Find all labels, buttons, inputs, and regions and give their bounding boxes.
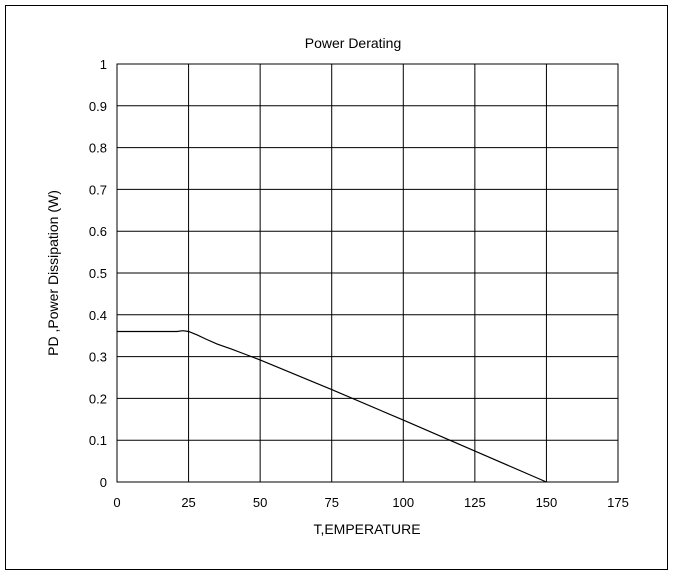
chart-frame [5,5,668,570]
y-axis-label: PD ,Power Dissipation (W) [45,190,61,356]
x-tick-label: 125 [464,495,486,510]
series-line [117,330,547,483]
x-tick-label: 0 [113,495,120,510]
y-tick-label: 1 [100,57,107,72]
chart-title: Power Derating [305,35,402,51]
x-tick-label: 175 [607,495,629,510]
y-tick-label: 0 [100,475,107,490]
x-tick-label: 25 [181,495,195,510]
y-tick-label: 0.9 [89,99,107,114]
y-tick-label: 0.5 [89,266,107,281]
x-tick-label: 150 [536,495,558,510]
x-axis-ticks: 0 25 50 75 100 125 150 175 [113,495,628,510]
y-tick-label: 0.3 [89,350,107,365]
x-tick-label: 100 [392,495,414,510]
series-layer [117,330,547,483]
y-tick-label: 0.2 [89,391,107,406]
grid [116,63,619,483]
y-tick-label: 0.7 [89,182,107,197]
y-tick-label: 0.6 [89,224,107,239]
x-tick-label: 75 [324,495,338,510]
y-tick-label: 0.4 [89,308,107,323]
y-axis-ticks: 0 0.1 0.2 0.3 0.4 0.5 0.6 0.7 0.8 0.9 1 [89,57,107,490]
y-tick-label: 0.8 [89,141,107,156]
x-axis-label: T,EMPERATURE [313,521,420,537]
y-tick-label: 0.1 [89,433,107,448]
x-tick-label: 50 [253,495,267,510]
plot-area [116,63,619,483]
